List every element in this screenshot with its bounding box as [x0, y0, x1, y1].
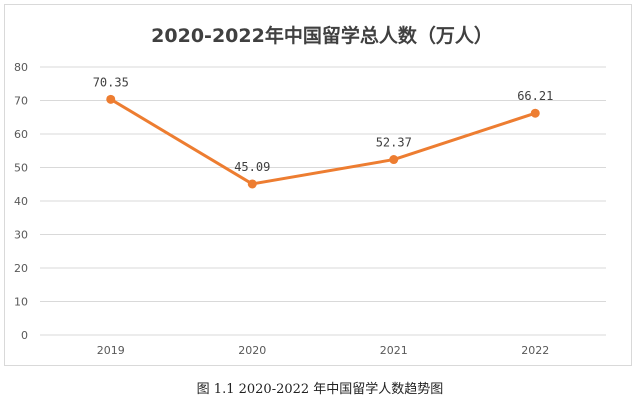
y-tick-label: 10: [14, 296, 28, 309]
data-point: [106, 94, 116, 104]
y-tick-label: 30: [14, 229, 28, 242]
y-tick-label: 60: [14, 128, 28, 141]
x-tick-label: 2020: [238, 344, 266, 357]
data-label: 45.09: [234, 160, 270, 174]
series-path: [109, 98, 536, 186]
x-tick-label: 2019: [97, 344, 125, 357]
y-tick-label: 0: [21, 329, 28, 342]
y-axis-ticks: 0 10 20 30 40 50 60 70 80: [14, 61, 28, 342]
y-tick-label: 80: [14, 61, 28, 74]
y-tick-label: 20: [14, 262, 28, 275]
x-tick-label: 2021: [380, 344, 408, 357]
data-label: 66.21: [517, 89, 553, 103]
data-point: [247, 179, 257, 189]
chart-frame: [4, 4, 632, 366]
y-tick-label: 70: [14, 95, 28, 108]
data-label: 70.35: [93, 75, 129, 89]
x-tick-label: 2022: [521, 344, 549, 357]
series-line: 70.35 45.09 52.37 66.21: [93, 75, 553, 189]
grid-lines: [40, 66, 606, 336]
data-point: [530, 108, 540, 118]
line-chart: 2020-2022年中国留学总人数（万人） 01020304050607080 …: [14, 24, 606, 357]
data-label: 52.37: [376, 136, 412, 150]
chart-title: 2020-2022年中国留学总人数（万人）: [151, 24, 493, 47]
x-axis-ticks: 2019 2020 2021 2022: [97, 344, 550, 357]
y-tick-label: 40: [14, 195, 28, 208]
figure-caption: 图 1.1 2020-2022 年中国留学人数趋势图: [196, 382, 444, 397]
y-tick-label: 50: [14, 162, 28, 175]
data-point: [389, 155, 399, 165]
